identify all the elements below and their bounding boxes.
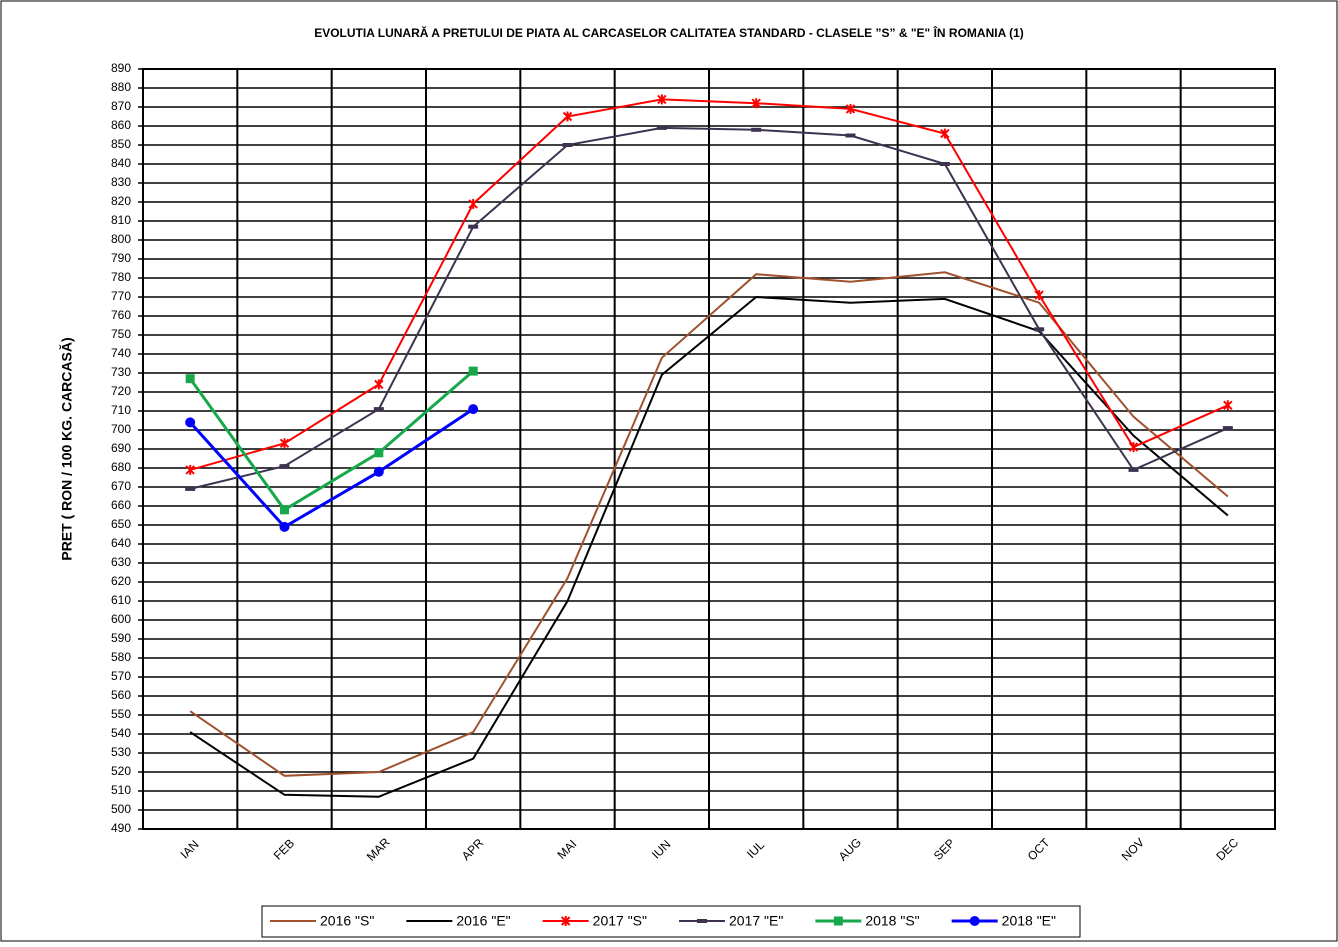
y-tick-label: 590 (111, 631, 131, 645)
y-tick-label: 850 (111, 137, 131, 151)
marker (1034, 290, 1044, 301)
marker (1128, 442, 1139, 453)
y-tick-label: 520 (111, 764, 131, 778)
plot-border (142, 68, 1276, 830)
y-tick-label: 540 (111, 726, 131, 740)
marker (373, 466, 384, 477)
y-tick-label: 580 (111, 650, 131, 664)
marker (468, 366, 478, 376)
y-tick-label: 890 (111, 61, 131, 75)
y-tick-label: 780 (111, 270, 131, 284)
y-tick-label: 630 (111, 555, 131, 569)
legend-label: 2017 "S" (593, 913, 647, 929)
marker (373, 407, 384, 412)
series-line (189, 126, 1229, 490)
legend-label: 2018 "E" (1002, 913, 1056, 929)
y-tick-label: 690 (111, 441, 131, 455)
chart-title: EVOLUTIA LUNARĂ A PRETULUI DE PIATA AL C… (314, 25, 1024, 40)
legend-label: 2017 "E" (729, 913, 783, 929)
series-line (189, 98, 1229, 471)
marker (697, 919, 707, 923)
y-tick-label: 810 (111, 213, 131, 227)
marker (279, 438, 290, 449)
y-tick-label: 680 (111, 460, 131, 474)
marker (562, 111, 573, 122)
marker (1223, 400, 1233, 411)
series-line (189, 295, 1229, 798)
y-tick-label: 750 (111, 327, 131, 341)
marker (185, 374, 195, 384)
y-tick-label: 640 (111, 536, 131, 550)
y-tick-label: 510 (111, 783, 131, 797)
y-tick-label: 820 (111, 194, 131, 208)
marker (279, 464, 290, 469)
y-tick-label: 560 (111, 688, 131, 702)
y-tick-label: 490 (111, 821, 131, 835)
y-tick-label: 830 (111, 175, 131, 189)
y-tick-label: 550 (111, 707, 131, 721)
y-tick-label: 530 (111, 745, 131, 759)
y-tick-label: 800 (111, 232, 131, 246)
marker (833, 916, 843, 926)
y-tick-label: 650 (111, 517, 131, 531)
y-tick-label: 500 (111, 802, 131, 816)
marker (374, 379, 384, 390)
legend-label: 2016 "E" (456, 913, 510, 929)
marker (560, 916, 571, 926)
y-tick-label: 880 (111, 80, 131, 94)
series-line (189, 407, 474, 529)
legend-label: 2016 "S" (320, 913, 374, 929)
marker (656, 125, 667, 130)
marker (468, 198, 478, 209)
marker (751, 127, 762, 132)
y-tick-label: 760 (111, 308, 131, 322)
marker (185, 486, 196, 491)
marker (845, 103, 856, 114)
marker (185, 464, 195, 475)
y-tick-label: 570 (111, 669, 131, 683)
marker (1222, 426, 1233, 431)
legend-label: 2018 "S" (865, 913, 919, 929)
y-tick-label: 870 (111, 99, 131, 113)
y-tick-label: 730 (111, 365, 131, 379)
marker (185, 417, 196, 428)
y-tick-label: 670 (111, 479, 131, 493)
y-tick-label: 720 (111, 384, 131, 398)
y-tick-label: 860 (111, 118, 131, 132)
y-tick-label: 790 (111, 251, 131, 265)
marker (1128, 467, 1139, 472)
marker (374, 448, 384, 458)
marker (940, 128, 950, 139)
y-tick-label: 610 (111, 593, 131, 607)
y-tick-label: 740 (111, 346, 131, 360)
marker (280, 505, 289, 515)
y-tick-label: 700 (111, 422, 131, 436)
marker (562, 143, 573, 147)
y-tick-label: 600 (111, 612, 131, 626)
y-tick-label: 620 (111, 574, 131, 588)
y-tick-label: 840 (111, 156, 131, 170)
marker (845, 133, 856, 138)
marker (279, 521, 290, 532)
legend-box (261, 905, 1081, 938)
marker (468, 404, 479, 415)
y-axis-label: PRET ( RON / 100 KG. CARCASĂ) (59, 337, 75, 560)
y-tick-label: 660 (111, 498, 131, 512)
marker (1034, 327, 1045, 332)
series-line (188, 369, 475, 512)
y-tick-label: 710 (111, 403, 131, 417)
marker (939, 162, 950, 166)
marker (468, 224, 479, 229)
marker (751, 98, 761, 109)
marker (969, 916, 980, 926)
y-tick-label: 770 (111, 289, 131, 303)
marker (657, 94, 667, 105)
